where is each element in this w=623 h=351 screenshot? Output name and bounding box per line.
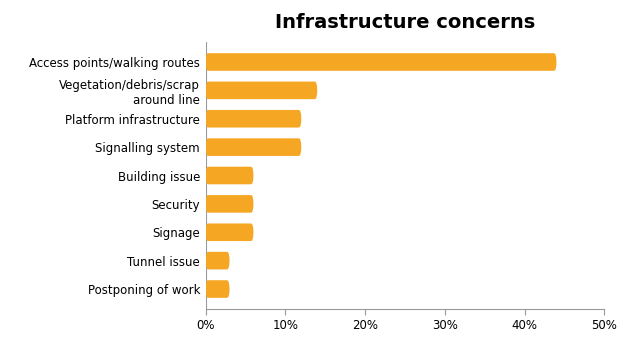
- FancyBboxPatch shape: [206, 280, 229, 298]
- FancyBboxPatch shape: [206, 81, 317, 99]
- FancyBboxPatch shape: [206, 195, 254, 213]
- FancyBboxPatch shape: [206, 53, 556, 71]
- FancyBboxPatch shape: [206, 167, 254, 184]
- FancyBboxPatch shape: [206, 110, 302, 127]
- FancyBboxPatch shape: [206, 224, 254, 241]
- FancyBboxPatch shape: [206, 138, 302, 156]
- Title: Infrastructure concerns: Infrastructure concerns: [275, 13, 535, 32]
- FancyBboxPatch shape: [206, 252, 229, 270]
